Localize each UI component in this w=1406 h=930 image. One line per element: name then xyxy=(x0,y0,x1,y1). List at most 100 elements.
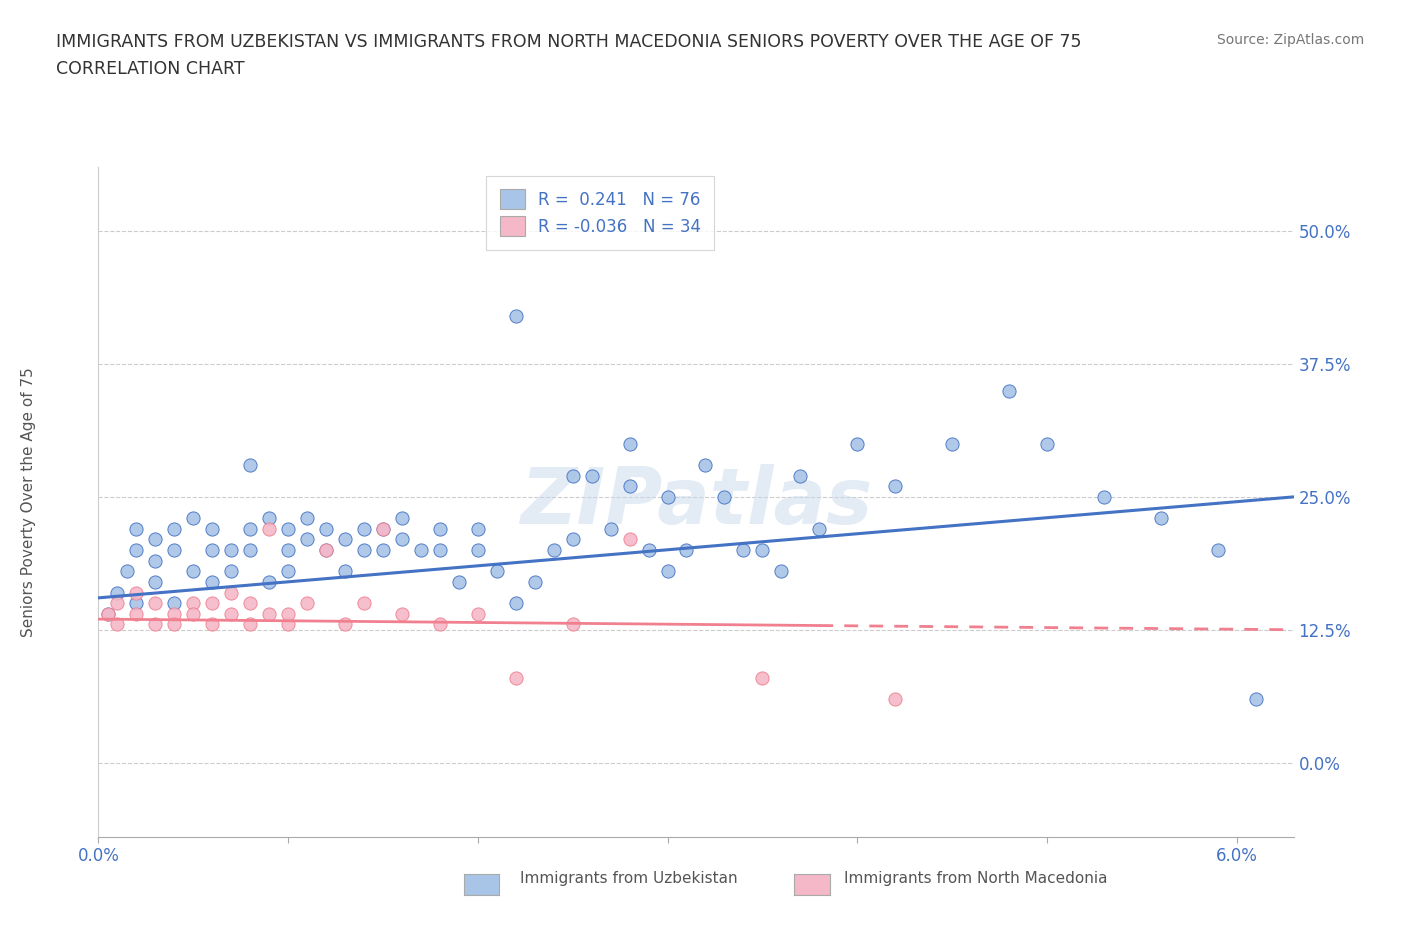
Point xyxy=(1244,691,1267,706)
Point xyxy=(277,542,299,557)
Point xyxy=(143,553,166,568)
Point xyxy=(239,596,262,611)
Point xyxy=(201,617,224,631)
Point xyxy=(277,564,299,578)
Point xyxy=(941,436,963,451)
Point xyxy=(1092,489,1115,504)
Point xyxy=(1206,542,1229,557)
Point xyxy=(219,542,242,557)
Point xyxy=(333,564,356,578)
Point xyxy=(1036,436,1059,451)
Point xyxy=(561,617,583,631)
Point xyxy=(391,606,413,621)
Point xyxy=(181,596,204,611)
Point xyxy=(657,489,679,504)
Point xyxy=(998,383,1021,398)
Point xyxy=(105,617,128,631)
Point xyxy=(181,564,204,578)
Point xyxy=(429,542,451,557)
Point xyxy=(467,522,489,537)
Point xyxy=(713,489,735,504)
Point xyxy=(467,606,489,621)
Point xyxy=(371,542,394,557)
Point xyxy=(619,532,641,547)
Point xyxy=(143,532,166,547)
Point xyxy=(315,522,337,537)
Point xyxy=(333,617,356,631)
Point xyxy=(561,468,583,483)
Point xyxy=(695,458,717,472)
Point xyxy=(201,542,224,557)
Point xyxy=(391,532,413,547)
Point xyxy=(295,511,318,525)
Point xyxy=(581,468,603,483)
Point xyxy=(295,532,318,547)
Text: Immigrants from North Macedonia: Immigrants from North Macedonia xyxy=(844,871,1107,886)
Point xyxy=(485,564,508,578)
Point xyxy=(751,671,773,685)
Text: Seniors Poverty Over the Age of 75: Seniors Poverty Over the Age of 75 xyxy=(21,367,35,637)
Point xyxy=(884,479,907,494)
Point xyxy=(733,542,755,557)
Point xyxy=(505,596,527,611)
Point xyxy=(315,542,337,557)
Point xyxy=(257,522,280,537)
Point xyxy=(163,596,186,611)
Point xyxy=(467,542,489,557)
Point xyxy=(219,606,242,621)
Point xyxy=(163,606,186,621)
Point xyxy=(675,542,697,557)
Point xyxy=(163,522,186,537)
Point xyxy=(143,617,166,631)
Point xyxy=(97,606,120,621)
Point xyxy=(239,458,262,472)
Point xyxy=(561,532,583,547)
Text: IMMIGRANTS FROM UZBEKISTAN VS IMMIGRANTS FROM NORTH MACEDONIA SENIORS POVERTY OV: IMMIGRANTS FROM UZBEKISTAN VS IMMIGRANTS… xyxy=(56,33,1081,50)
Point xyxy=(277,617,299,631)
Point xyxy=(201,575,224,590)
Legend: R =  0.241   N = 76, R = -0.036   N = 34: R = 0.241 N = 76, R = -0.036 N = 34 xyxy=(486,176,714,250)
Point xyxy=(637,542,659,557)
Point xyxy=(543,542,565,557)
Text: Source: ZipAtlas.com: Source: ZipAtlas.com xyxy=(1216,33,1364,46)
Point xyxy=(353,542,375,557)
Point xyxy=(808,522,831,537)
Point xyxy=(163,542,186,557)
Point xyxy=(429,522,451,537)
Point xyxy=(599,522,621,537)
Text: ZIPatlas: ZIPatlas xyxy=(520,464,872,540)
Point xyxy=(143,575,166,590)
Point xyxy=(219,585,242,600)
Point xyxy=(257,575,280,590)
Point xyxy=(125,596,148,611)
Point xyxy=(105,596,128,611)
Point xyxy=(884,691,907,706)
Point xyxy=(846,436,869,451)
Point xyxy=(391,511,413,525)
Point xyxy=(143,596,166,611)
Point xyxy=(353,596,375,611)
Point xyxy=(447,575,470,590)
Point xyxy=(239,542,262,557)
Point xyxy=(125,542,148,557)
Point xyxy=(257,606,280,621)
Point xyxy=(619,436,641,451)
Point xyxy=(619,479,641,494)
Point xyxy=(125,585,148,600)
Point xyxy=(105,585,128,600)
Point xyxy=(125,606,148,621)
Point xyxy=(201,596,224,611)
Point xyxy=(181,606,204,621)
Point xyxy=(371,522,394,537)
Point xyxy=(277,522,299,537)
Point xyxy=(239,617,262,631)
Point xyxy=(277,606,299,621)
Point xyxy=(181,511,204,525)
Point xyxy=(770,564,793,578)
Point xyxy=(315,542,337,557)
Text: Immigrants from Uzbekistan: Immigrants from Uzbekistan xyxy=(520,871,738,886)
Point xyxy=(657,564,679,578)
Point xyxy=(295,596,318,611)
Point xyxy=(789,468,811,483)
Point xyxy=(219,564,242,578)
